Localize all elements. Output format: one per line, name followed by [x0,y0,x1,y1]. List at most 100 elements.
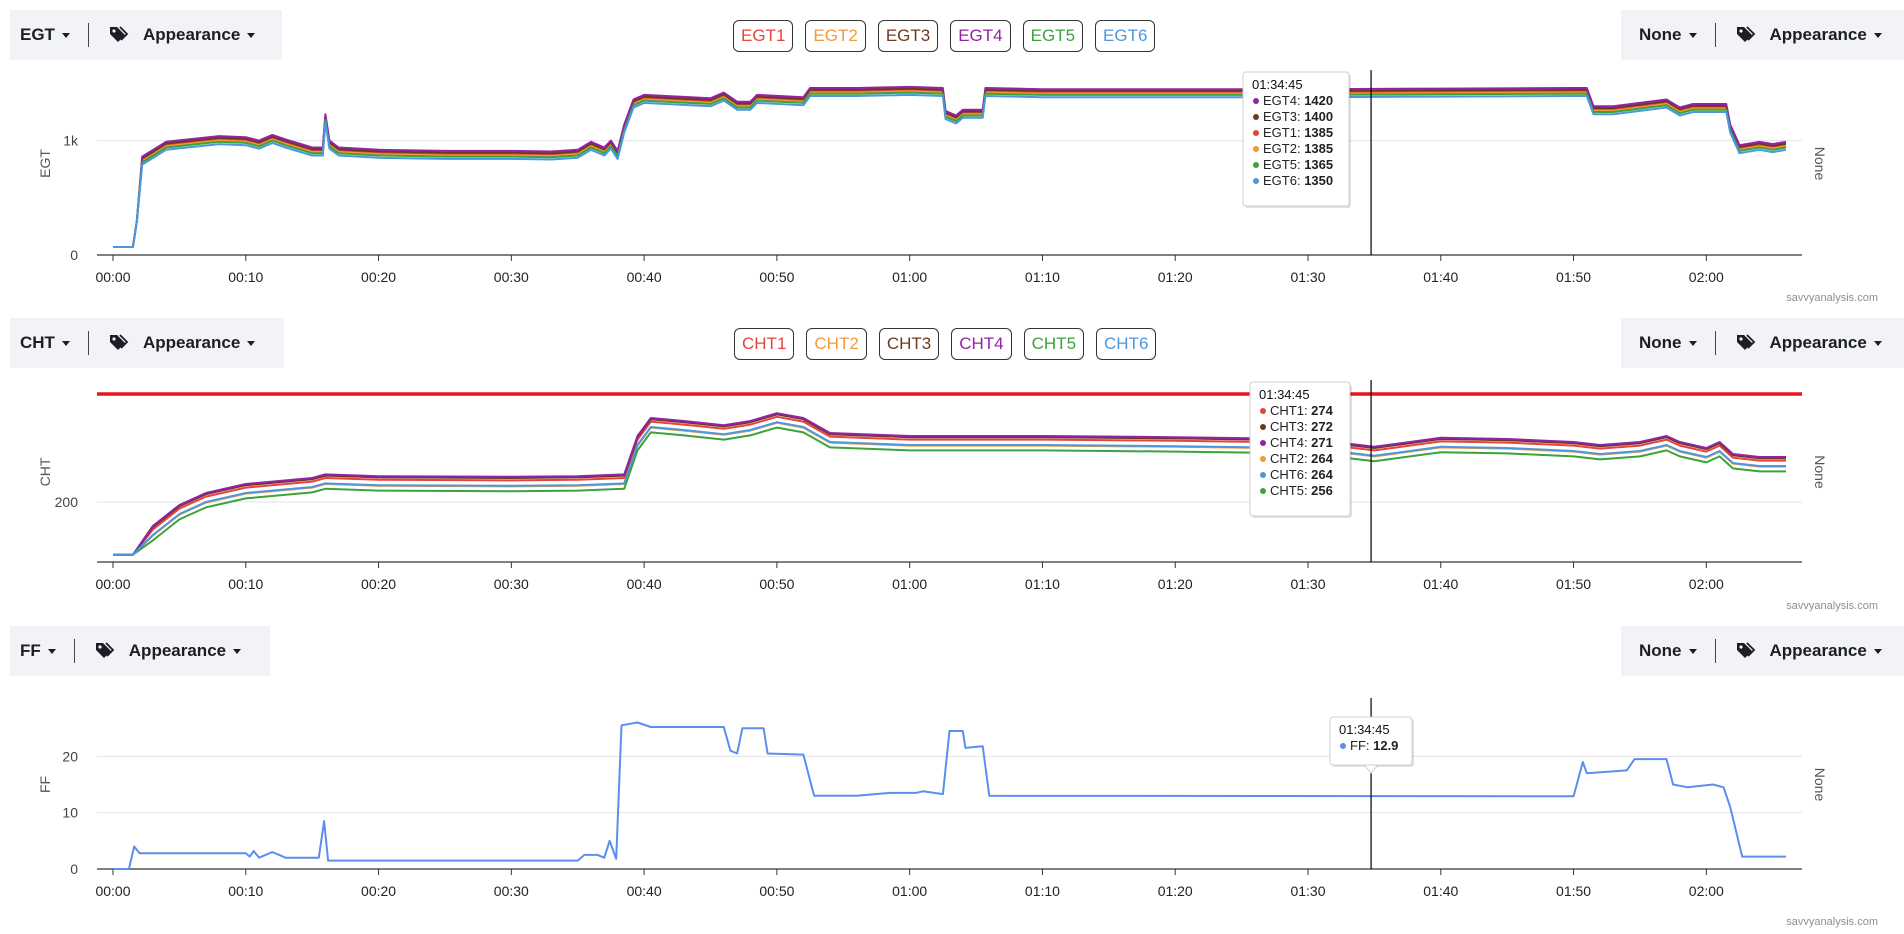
tooltip-row: EGT3: 1400 [1263,109,1333,124]
tooltip-row: CHT6: 264 [1270,467,1334,482]
x-tick-label: 01:20 [1158,883,1193,899]
chevron-down-icon [61,32,70,38]
legend-egt3[interactable]: EGT3 [877,20,939,52]
tags-icon [1736,641,1760,661]
x-tick-label: 00:10 [228,883,263,899]
legend-cht2[interactable]: CHT2 [806,328,867,360]
x-tick-label: 00:50 [759,576,794,592]
ff-left-controls: FF Appearance [10,626,270,676]
chevron-down-icon [247,32,256,38]
egt-parameter-label: EGT [20,25,55,44]
cht-right-parameter-dropdown[interactable]: None [1621,333,1707,353]
legend-cht3[interactable]: CHT3 [878,328,940,360]
x-tick-label: 01:00 [892,576,927,592]
tooltip-dot [1253,178,1259,184]
series-line-egt6 [113,93,1787,248]
watermark: savvyanalysis.com [1786,292,1878,304]
x-tick-label: 00:20 [361,269,396,285]
tooltip-dot [1340,743,1346,749]
cht-left-controls: CHT Appearance [10,318,284,368]
legend-cht5[interactable]: CHT5 [1023,328,1085,360]
x-tick-label: 02:00 [1689,576,1724,592]
x-tick-label: 01:10 [1025,269,1060,285]
tooltip-time: 01:34:45 [1259,387,1310,402]
tooltip-row: CHT5: 256 [1270,483,1333,498]
series-line-cht3 [113,413,1786,556]
right-axis-label: None [1812,147,1828,181]
ff-right-parameter-dropdown[interactable]: None [1621,641,1707,661]
y-tick-label: 10 [62,805,78,821]
cht-parameter-dropdown[interactable]: CHT [10,333,80,353]
ff-right-appearance-dropdown[interactable]: Appearance [1726,641,1892,661]
legend-egt2[interactable]: EGT2 [805,20,866,52]
egt-right-parameter-dropdown[interactable]: None [1621,25,1707,45]
ff-right-appearance-label: Appearance [1769,641,1867,660]
egt-chart[interactable]: 0 1k 00:00 00:10 00:20 00:30 00:40 00:50 01:00 01… [0,0,1904,305]
x-tick-label: 01:10 [1025,576,1060,592]
x-tick-label: 01:40 [1423,576,1458,592]
ff-parameter-dropdown[interactable]: FF [10,641,66,661]
series-line-cht6 [113,421,1786,556]
y-axis-label: FF [37,776,53,793]
x-tick-label: 02:00 [1689,269,1724,285]
tooltip-dot [1260,472,1266,478]
tooltip-row: EGT6: 1350 [1263,173,1333,188]
series-line-ff [113,721,1786,870]
x-tick-label: 00:00 [95,576,130,592]
divider [1714,639,1716,663]
x-tick-label: 00:40 [627,576,662,592]
series-line-cht5 [113,426,1786,556]
egt-parameter-dropdown[interactable]: EGT [10,25,80,45]
cht-right-appearance-label: Appearance [1769,333,1867,352]
ff-parameter-label: FF [20,641,41,660]
chevron-down-icon [47,648,56,654]
tooltip-dot [1253,162,1259,168]
egt-appearance-dropdown[interactable]: Appearance [99,25,265,45]
x-tick-label: 00:10 [228,576,263,592]
tooltip-dot [1253,114,1259,120]
cht-parameter-label: CHT [20,333,55,352]
tooltip-dot [1260,488,1266,494]
ff-right-parameter-label: None [1639,641,1682,660]
egt-right-controls: None Appearance [1621,10,1904,60]
tooltip-row: EGT4: 1420 [1263,93,1333,108]
x-tick-label: 00:20 [361,576,396,592]
y-tick-label: 1k [63,133,79,149]
series-line-egt2 [113,90,1787,248]
egt-legend: EGT1 EGT2 EGT3 EGT4 EGT5 EGT6 [733,20,1156,52]
tooltip-row: CHT2: 264 [1270,451,1334,466]
x-tick-label: 01:40 [1423,269,1458,285]
legend-cht6[interactable]: CHT6 [1096,328,1157,360]
divider [73,639,75,663]
x-tick-label: 00:30 [494,576,529,592]
x-tick-label: 00:30 [494,883,529,899]
x-tick-label: 01:10 [1025,883,1060,899]
x-tick-label: 01:20 [1158,269,1193,285]
x-tick-label: 01:30 [1290,576,1325,592]
cht-right-appearance-dropdown[interactable]: Appearance [1726,333,1892,353]
legend-cht4[interactable]: CHT4 [951,328,1012,360]
cht-appearance-dropdown[interactable]: Appearance [99,333,265,353]
legend-egt6[interactable]: EGT6 [1095,20,1156,52]
tooltip-dot [1260,440,1266,446]
x-tick-label: 00:40 [627,883,662,899]
legend-egt4[interactable]: EGT4 [950,20,1011,52]
chevron-down-icon [1873,32,1882,38]
divider [87,23,89,47]
tooltip-time: 01:34:45 [1339,722,1390,737]
tooltip-row: EGT5: 1365 [1263,157,1333,172]
x-tick-label: 00:00 [95,883,130,899]
ff-appearance-dropdown[interactable]: Appearance [85,641,251,661]
tooltip-row: EGT2: 1385 [1263,141,1333,156]
cht-chart[interactable]: 200 00:00 00:10 00:20 00:30 00:40 00:50 01:00 01… [0,308,1904,613]
legend-egt5[interactable]: EGT5 [1022,20,1084,52]
legend-cht1[interactable]: CHT1 [734,328,795,360]
series-line-cht1 [113,415,1786,556]
tooltip-time: 01:34:45 [1252,77,1303,92]
legend-egt1[interactable]: EGT1 [733,20,794,52]
tags-icon [109,25,133,45]
egt-right-appearance-dropdown[interactable]: Appearance [1726,25,1892,45]
ff-chart[interactable]: 0 10 20 00:00 00:10 00:20 00:30 00:40 00:50 01:00… [0,616,1904,934]
x-tick-label: 01:20 [1158,576,1193,592]
